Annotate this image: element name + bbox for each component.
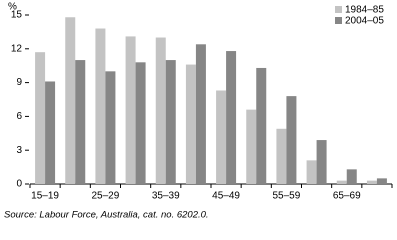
chart: % Source: Labour Force, Australia, cat. … [4, 2, 393, 221]
bar [45, 81, 56, 184]
x-tick-label: 55–59 [273, 191, 301, 202]
bar [336, 180, 347, 184]
y-tick-label: 9 [16, 77, 22, 88]
bar [195, 44, 206, 184]
bar [185, 64, 196, 184]
bar [155, 37, 166, 185]
bar [376, 178, 387, 184]
bar [226, 51, 237, 185]
y-tick-label: 0 [16, 179, 22, 190]
legend-label: 2004–05 [345, 16, 384, 27]
bar [75, 60, 86, 184]
bar [286, 96, 297, 184]
bar [95, 28, 106, 184]
bar [346, 169, 357, 184]
bar [246, 109, 257, 184]
bar [256, 67, 267, 184]
x-tick-label: 65–69 [333, 191, 361, 202]
legend-swatch [335, 6, 342, 13]
source: Source: Labour Force, Australia, cat. no… [4, 210, 209, 221]
legend-swatch [335, 17, 342, 24]
bar [276, 128, 287, 184]
bar [105, 71, 116, 184]
bar [165, 60, 176, 184]
bar [316, 140, 327, 184]
y-tick-label: 15 [11, 10, 23, 21]
bar [65, 17, 76, 185]
y-tick-label: 6 [16, 111, 22, 122]
y-tick-label: 3 [16, 145, 22, 156]
y-tick-label: 12 [11, 43, 23, 54]
x-tick-label: 25–29 [92, 191, 120, 202]
x-tick-label: 35–39 [152, 191, 180, 202]
bar [366, 180, 377, 184]
bar [306, 160, 317, 184]
x-tick-label: 45–49 [212, 191, 240, 202]
legend-label: 1984–85 [345, 5, 384, 16]
y-axis-label: % [8, 2, 17, 13]
bar [135, 62, 146, 184]
bar [216, 90, 227, 184]
x-tick-label: 15–19 [31, 191, 59, 202]
bar [125, 36, 136, 185]
bar [35, 52, 46, 185]
